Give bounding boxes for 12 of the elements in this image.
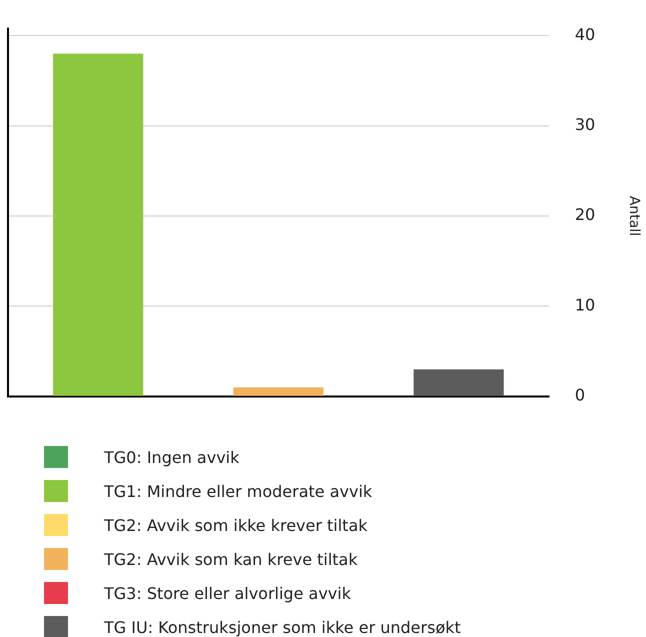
legend-label: TG2: Avvik som ikke krever tiltak	[104, 516, 368, 534]
y-tick-label: 10	[574, 295, 596, 314]
legend-label: TG1: Mindre eller moderate avvik	[104, 482, 372, 500]
legend-label: TG IU: Konstruksjoner som ikke er undersøkt	[104, 618, 461, 636]
legend-label: TG2: Avvik som kan kreve tiltak	[104, 550, 358, 568]
y-tick-label: 0	[574, 386, 586, 405]
legend-label: TG0: Ingen avvik	[104, 448, 240, 466]
legend-label: TG3: Store eller alvorlige avvik	[104, 584, 351, 602]
y-tick-label: 40	[574, 24, 596, 44]
y-axis-title: Antall	[626, 196, 642, 236]
y-tick-label: 20	[574, 205, 596, 224]
y-tick-label: 30	[574, 114, 596, 134]
